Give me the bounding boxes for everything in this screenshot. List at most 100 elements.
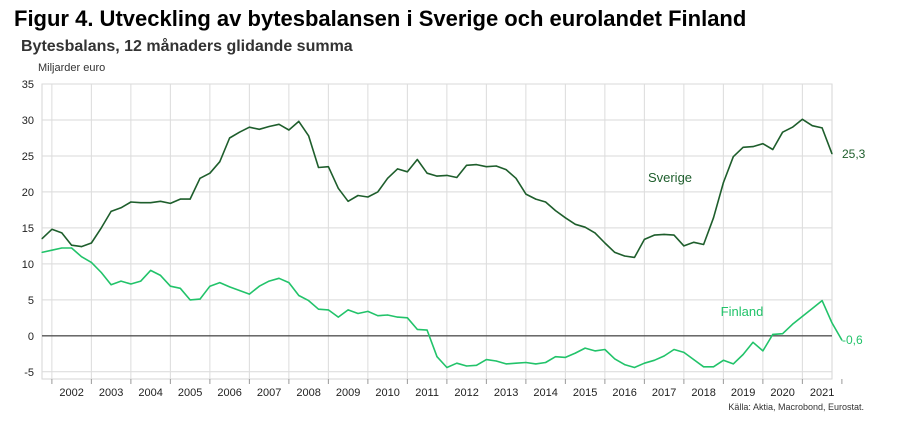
data-point-sverige [396, 168, 399, 170]
data-point-finland [317, 308, 320, 310]
data-point-sverige [377, 191, 379, 193]
data-point-sverige [209, 172, 211, 174]
data-point-finland [456, 362, 458, 364]
data-point-finland [446, 366, 448, 369]
data-point-sverige [683, 245, 685, 247]
data-point-finland [673, 348, 675, 351]
data-point-sverige [347, 200, 349, 202]
y-tick-label: 35 [22, 79, 34, 91]
data-point-finland [377, 315, 379, 317]
series-labels: Sverige 25,3 Finland -0,6 [648, 147, 866, 347]
plot-frame [41, 83, 833, 380]
x-tick-label: 2003 [99, 387, 123, 399]
data-point-sverige [387, 177, 389, 179]
data-point-sverige [594, 232, 596, 234]
data-point-finland [159, 274, 162, 276]
data-point-sverige [90, 242, 92, 244]
y-tick-label: 5 [28, 295, 34, 307]
data-point-sverige [416, 158, 418, 161]
y-tick-label: 20 [22, 187, 34, 199]
data-point-sverige [515, 177, 517, 179]
data-point-sverige [446, 174, 448, 176]
data-point-finland [61, 247, 63, 249]
data-point-sverige [732, 156, 734, 158]
axes: -5 0 5 10 15 20 25 30 35 2002 2003 2004 2005 2006 2007… [22, 79, 843, 399]
y-tick-label: 15 [22, 223, 34, 235]
data-point-finland [308, 300, 310, 302]
data-point-finland [248, 293, 250, 295]
data-point-sverige [150, 202, 152, 204]
data-point-sverige [752, 146, 754, 148]
data-point-finland [485, 359, 487, 361]
data-point-sverige [742, 146, 744, 148]
data-point-finland [357, 312, 359, 315]
data-point-finland [80, 256, 83, 258]
data-point-sverige [327, 166, 329, 168]
data-point-finland [752, 341, 754, 343]
data-point-finland [495, 360, 497, 362]
data-point-finland [545, 361, 547, 364]
y-tick-label: 25 [22, 151, 34, 163]
x-tick-label: 2002 [59, 387, 83, 399]
data-point-sverige [426, 172, 428, 174]
data-point-finland [396, 316, 399, 318]
data-point-sverige [199, 177, 201, 179]
data-point-sverige [229, 137, 231, 139]
data-point-finland [811, 307, 813, 310]
data-point-finland [120, 280, 122, 282]
data-point-finland [614, 358, 616, 360]
y-axis-unit-label: Miljarder euro [38, 62, 106, 74]
data-point-sverige [604, 242, 606, 244]
data-point-finland [130, 283, 132, 285]
x-tick-label: 2011 [415, 387, 439, 399]
data-point-finland [722, 359, 725, 361]
data-point-finland [71, 247, 73, 249]
data-point-sverige [61, 232, 63, 234]
data-point-sverige [436, 175, 438, 177]
data-point-sverige [545, 201, 547, 203]
data-point-finland [505, 363, 507, 365]
data-point-sverige [584, 226, 586, 228]
data-point-sverige [831, 153, 833, 155]
data-point-sverige [406, 171, 408, 173]
data-point-finland [140, 280, 142, 282]
data-point-sverige [801, 118, 804, 120]
data-point-sverige [317, 166, 320, 169]
x-tick-label: 2006 [217, 387, 241, 399]
series-name-finland: Finland [721, 304, 764, 319]
data-point-finland [791, 323, 794, 325]
data-point-finland [762, 350, 764, 352]
gridlines [41, 83, 833, 380]
data-point-finland [219, 282, 221, 284]
data-point-sverige [624, 255, 626, 257]
data-point-sverige [357, 194, 359, 197]
data-point-sverige [189, 198, 191, 200]
series-line-finland [41, 247, 843, 369]
data-point-finland [288, 282, 290, 284]
data-point-finland [663, 355, 665, 357]
data-point-sverige [791, 126, 794, 128]
x-tick-label: 2009 [336, 387, 360, 399]
data-point-sverige [722, 182, 725, 184]
data-point-sverige [653, 234, 655, 236]
data-point-sverige [100, 227, 102, 229]
y-tick-label: 0 [28, 331, 34, 343]
data-point-sverige [308, 135, 310, 137]
x-tick-label: 2007 [257, 387, 281, 399]
data-point-sverige [80, 246, 83, 248]
data-point-finland [406, 317, 408, 319]
data-point-finland [475, 364, 478, 366]
data-point-finland [179, 287, 181, 289]
data-point-sverige [41, 238, 43, 240]
data-point-sverige [712, 217, 715, 219]
data-point-finland [436, 356, 438, 358]
data-point-sverige [169, 202, 171, 204]
x-tick-label: 2015 [573, 387, 597, 399]
data-point-sverige [554, 210, 557, 212]
data-point-finland [633, 366, 636, 369]
data-point-finland [712, 366, 715, 368]
data-point-finland [150, 269, 152, 271]
data-point-sverige [288, 129, 290, 131]
data-point-sverige [130, 201, 132, 203]
data-point-sverige [762, 143, 764, 145]
